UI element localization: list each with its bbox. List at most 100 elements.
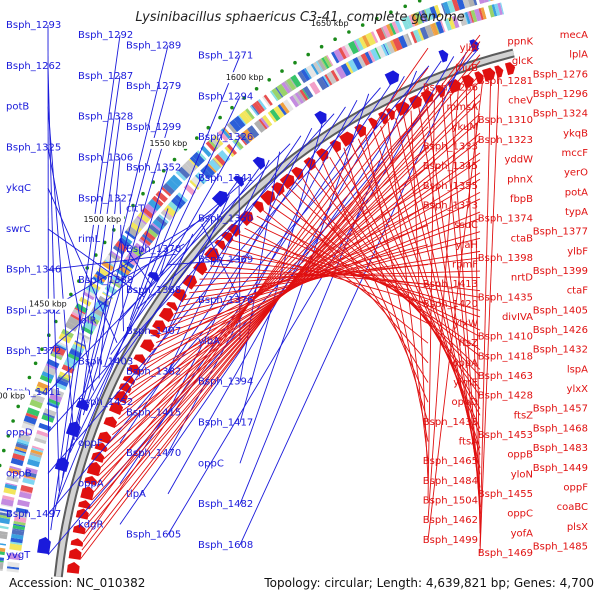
feature-track-block: [405, 15, 413, 29]
forward-gene-label: Bsph_1306: [78, 153, 133, 164]
feature-track-block: [0, 551, 5, 556]
reverse-gene-arrow: [291, 166, 304, 181]
reverse-gene-label: plsX: [567, 522, 588, 533]
feature-track-block: [85, 318, 98, 327]
feature-track-block: [154, 194, 165, 204]
feature-track-block: [129, 221, 143, 233]
reverse-gene-label: Bsph_1484: [423, 476, 478, 487]
feature-track-block: [162, 182, 175, 195]
forward-gene-connector: [47, 106, 75, 441]
feature-track-block: [467, 0, 475, 7]
reverse-gene-arrow: [494, 65, 504, 78]
reverse-gene-label: lspA: [567, 364, 588, 375]
forward-gene-label: Bsph_1262: [6, 61, 61, 72]
feature-track-block: [23, 474, 36, 480]
feature-track-block: [126, 256, 137, 264]
feature-track-block: [394, 20, 403, 33]
feature-track-block: [389, 22, 397, 35]
feature-track-block: [348, 40, 359, 55]
feature-track-block: [258, 118, 268, 130]
feature-track-block: [284, 80, 293, 92]
feature-track-block: [67, 353, 80, 362]
feature-track-block: [15, 442, 29, 450]
forward-gene-label: oppF: [78, 438, 103, 449]
feature-track-block: [19, 430, 32, 436]
reverse-gene-arrow: [152, 320, 166, 333]
feature-track-block: [0, 560, 4, 563]
forward-gene-label: Bsph_1407: [126, 326, 181, 337]
reverse-gene-arrow: [378, 111, 389, 125]
feature-track-block: [300, 68, 311, 82]
reverse-gene-connector: [128, 165, 429, 396]
feature-track-block: [408, 14, 416, 27]
reverse-gene-label: oppC: [507, 509, 533, 520]
feature-track-block: [110, 278, 122, 287]
reverse-gene-arrow: [339, 131, 354, 147]
feature-track-block: [269, 108, 281, 122]
feature-track-block: [51, 350, 64, 358]
feature-track-block: [302, 86, 314, 99]
feature-track-block: [61, 328, 74, 339]
forward-gene-label: Bsph_1289: [126, 40, 181, 51]
scale-tick-mark: [11, 419, 15, 423]
scale-label-bg: [222, 72, 267, 84]
feature-track-block: [192, 151, 205, 165]
reverse-gene-arrow: [103, 416, 118, 429]
reverse-gene-label: Bsph_1433: [423, 417, 478, 428]
feature-track-block: [429, 24, 436, 36]
reverse-gene-connector: [329, 156, 481, 409]
feature-track-block: [205, 141, 217, 153]
feature-track-block: [403, 34, 411, 47]
feature-track-block: [276, 83, 288, 97]
scale-tick-mark: [306, 52, 311, 57]
feature-track-block: [25, 412, 38, 420]
feature-track-block: [164, 204, 177, 217]
reverse-gene-connector: [308, 171, 481, 390]
forward-gene-connector: [65, 86, 169, 466]
feature-track-block: [410, 13, 419, 26]
feature-track-block: [3, 487, 17, 495]
feature-track-block: [434, 4, 442, 18]
scale-tick-mark: [403, 4, 408, 9]
feature-track-block: [497, 2, 503, 16]
forward-gene-arrow: [314, 110, 327, 125]
reverse-gene-arrow: [172, 288, 187, 303]
feature-track-block: [141, 207, 154, 219]
feature-track-block: [424, 24, 435, 38]
feature-track-block: [271, 87, 283, 101]
reverse-gene-label: Bsph_1276: [533, 69, 588, 80]
feature-track-block: [181, 163, 194, 175]
feature-track-block: [58, 374, 70, 381]
scale-tick-mark: [33, 361, 38, 366]
feature-track-block: [208, 159, 221, 172]
feature-track-block: [140, 236, 152, 246]
reverse-gene-label: potA: [565, 187, 588, 198]
feature-track-block: [322, 75, 331, 87]
forward-gene-label: Bsph_1369: [198, 254, 253, 265]
reverse-gene-arrow: [84, 475, 98, 486]
feature-track-block: [95, 270, 108, 281]
reverse-gene-arrow: [70, 538, 84, 547]
reverse-gene-arrow: [238, 210, 254, 227]
reverse-gene-label: Bsph_1483: [533, 443, 588, 454]
reverse-gene-arrow: [78, 500, 91, 510]
forward-gene-connector: [239, 51, 467, 545]
reverse-gene-label: Bsph_1457: [533, 404, 588, 415]
reverse-gene-label: Bsph_1333: [423, 141, 478, 152]
reverse-gene-connector: [479, 80, 492, 547]
reverse-gene-label: typA: [565, 207, 588, 218]
feature-track-block: [166, 178, 179, 191]
feature-track-block: [226, 122, 238, 135]
forward-gene-connector: [69, 96, 241, 453]
forward-gene-connector: [104, 167, 169, 367]
reverse-gene-label: ctaF: [567, 286, 589, 297]
feature-track-block: [303, 67, 312, 80]
reverse-gene-connector: [427, 90, 459, 521]
forward-gene-connector: [47, 213, 211, 311]
feature-track-block: [76, 334, 90, 344]
feature-track-block: [417, 28, 425, 41]
feature-track-block: [451, 15, 460, 29]
feature-track-block: [206, 162, 217, 173]
feature-track-block: [18, 491, 32, 500]
feature-track-block: [210, 137, 221, 149]
